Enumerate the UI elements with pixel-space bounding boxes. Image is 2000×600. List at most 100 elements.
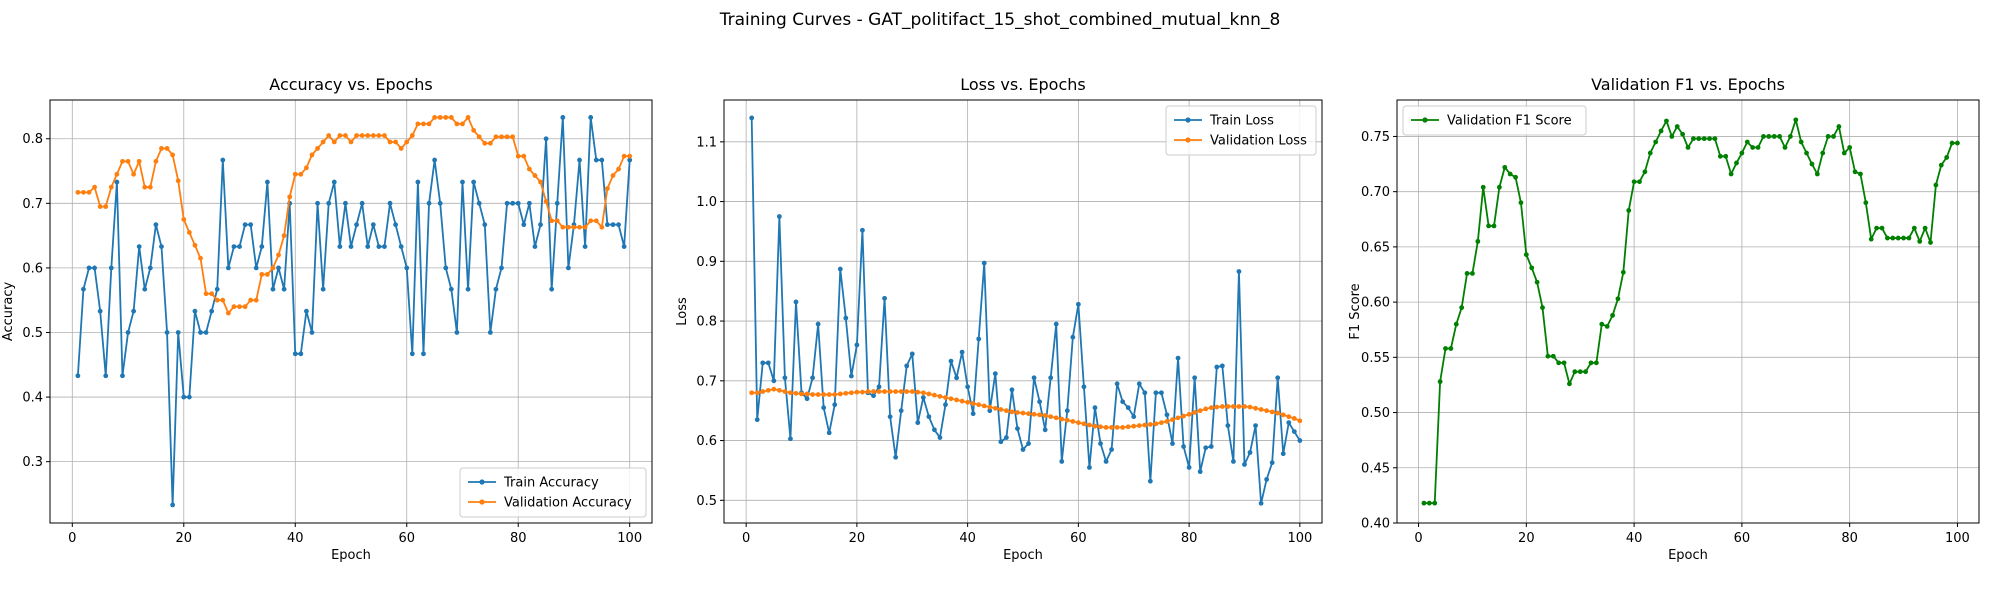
f1-data-point <box>1588 360 1594 366</box>
loss-data-point <box>1092 405 1098 411</box>
loss-data-point <box>804 396 810 402</box>
loss-data-point <box>1208 444 1214 449</box>
accuracy-data-point <box>354 133 359 138</box>
f1-data-point <box>1567 381 1572 387</box>
loss-series-2 <box>749 386 1303 430</box>
loss-data-point <box>992 405 998 411</box>
loss-data-point <box>1103 459 1109 464</box>
loss-data-point <box>871 389 876 394</box>
accuracy-data-point <box>376 133 382 138</box>
accuracy-data-point <box>192 242 198 248</box>
loss-axes-frame <box>723 99 1323 524</box>
loss-data-point <box>810 392 815 397</box>
f1-data-point <box>1432 500 1438 506</box>
f1-data-point <box>1868 236 1874 242</box>
f1-legend-label: Validation F1 Score <box>1447 114 1572 129</box>
accuracy-series-line <box>77 116 630 315</box>
accuracy-legend-box <box>459 467 647 518</box>
loss-data-point <box>1280 451 1286 457</box>
loss-data-point <box>1136 381 1142 387</box>
f1-data-point <box>1755 145 1761 150</box>
accuracy-data-point <box>114 171 120 177</box>
loss-data-point <box>937 393 943 399</box>
f1-data-point <box>1534 279 1540 285</box>
loss-data-point <box>793 299 799 305</box>
loss-data-point <box>1125 405 1131 411</box>
loss-data-point <box>1042 427 1048 433</box>
f1-data-point <box>1734 160 1739 166</box>
loss-data-point <box>965 399 971 405</box>
accuracy-data-point <box>320 139 326 145</box>
accuracy-data-point <box>159 146 164 151</box>
accuracy-data-point <box>203 291 209 297</box>
accuracy-data-point <box>398 244 404 250</box>
accuracy-data-point <box>237 244 242 250</box>
loss-data-point <box>926 391 932 397</box>
loss-legend: Train Loss Validation Loss <box>1165 105 1317 156</box>
loss-data-point <box>1026 441 1031 446</box>
loss-data-point <box>1297 418 1303 424</box>
accuracy-data-point <box>270 286 276 292</box>
loss-data-point <box>793 390 799 396</box>
loss-data-point <box>860 389 865 395</box>
f1-data-point <box>1858 171 1863 177</box>
accuracy-data-point <box>298 171 304 177</box>
loss-data-point <box>826 392 832 397</box>
accuracy-data-point <box>209 291 215 297</box>
accuracy-data-point <box>487 330 493 335</box>
accuracy-data-point <box>543 136 549 142</box>
f1-data-point <box>1453 321 1459 327</box>
f1-legend: Validation F1 Score <box>1402 105 1587 136</box>
accuracy-data-point <box>253 265 259 271</box>
f1-data-point <box>1820 150 1826 156</box>
accuracy-data-point <box>605 186 610 191</box>
loss-data-point <box>1081 384 1087 390</box>
f1-data-point <box>1545 353 1551 359</box>
loss-data-point <box>1075 420 1081 426</box>
f1-data-point <box>1809 161 1815 167</box>
accuracy-data-point <box>131 308 137 314</box>
f1-grid <box>1397 100 1979 524</box>
loss-series-line <box>751 388 1301 429</box>
f1-data-point <box>1502 164 1508 170</box>
f1-data-point <box>1491 223 1497 229</box>
f1-data-point <box>1906 235 1912 241</box>
loss-data-point <box>848 390 854 396</box>
accuracy-data-point <box>565 265 571 271</box>
loss-data-point <box>1203 406 1209 412</box>
accuracy-data-point <box>549 286 555 292</box>
accuracy-data-point <box>97 308 103 314</box>
accuracy-data-point <box>510 200 516 206</box>
f1-data-point <box>1831 134 1836 139</box>
loss-legend-swatch-marker <box>1185 117 1191 123</box>
f1-data-point <box>1556 360 1562 366</box>
f1-data-point <box>1841 150 1847 156</box>
f1-data-point <box>1459 305 1465 311</box>
accuracy-data-point <box>448 115 454 120</box>
loss-data-point <box>1247 450 1253 455</box>
loss-data-point <box>876 384 882 390</box>
accuracy-data-point <box>482 140 488 146</box>
loss-data-point <box>1087 465 1092 470</box>
f1-data-point <box>1804 150 1809 156</box>
accuracy-series-2 <box>75 115 633 316</box>
f1-y-tick-label: 0.40 <box>1361 517 1390 532</box>
loss-data-point <box>1064 417 1070 423</box>
f1-data-point <box>1518 200 1524 206</box>
loss-data-point <box>788 390 793 396</box>
accuracy-data-point <box>186 229 192 235</box>
loss-data-point <box>893 389 899 394</box>
accuracy-data-point <box>214 297 220 303</box>
loss-data-point <box>754 390 760 396</box>
loss-data-point <box>926 414 932 420</box>
loss-data-point <box>1098 424 1103 430</box>
accuracy-data-point <box>588 115 594 120</box>
loss-data-point <box>754 417 760 423</box>
accuracy-data-point <box>198 255 203 261</box>
loss-data-point <box>1164 412 1170 418</box>
accuracy-data-point <box>382 244 387 250</box>
loss-data-point <box>848 373 854 379</box>
loss-data-point <box>909 389 915 394</box>
f1-x-tick-label: 40 <box>1626 531 1643 546</box>
loss-data-point <box>1264 408 1270 414</box>
